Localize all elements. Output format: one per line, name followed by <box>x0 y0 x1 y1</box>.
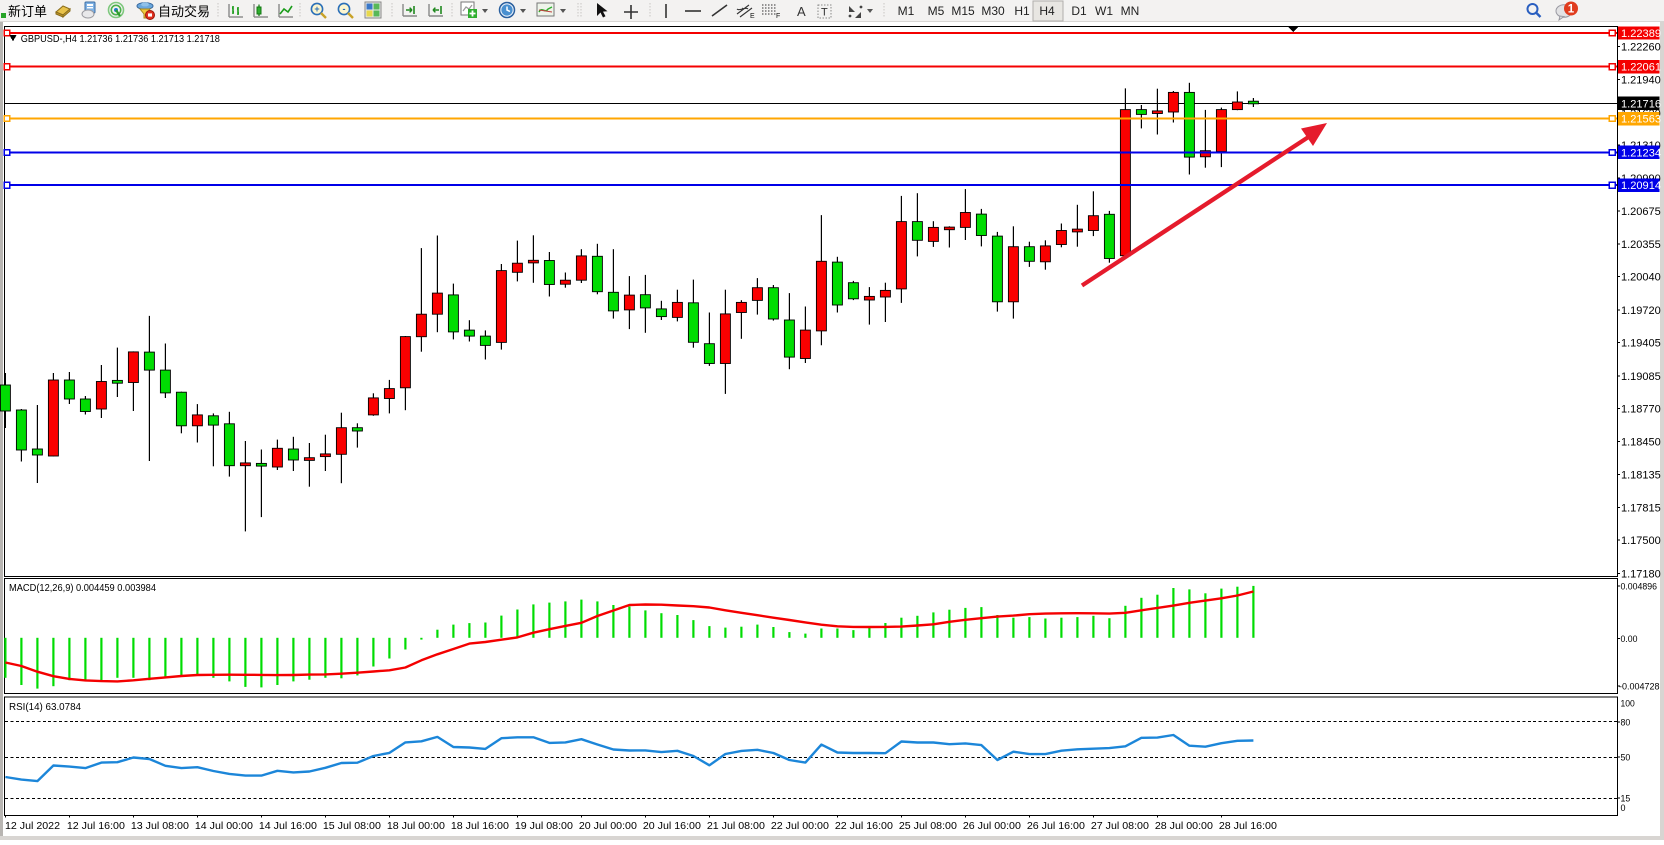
svg-text:21 Jul 08:00: 21 Jul 08:00 <box>707 821 765 832</box>
svg-text:H1: H1 <box>1014 4 1030 18</box>
svg-text:20 Jul 00:00: 20 Jul 00:00 <box>579 821 637 832</box>
svg-text:18 Jul 16:00: 18 Jul 16:00 <box>451 821 509 832</box>
svg-text:1.18450: 1.18450 <box>1621 437 1661 449</box>
svg-text:1.22389: 1.22389 <box>1621 28 1661 40</box>
svg-text:D1: D1 <box>1071 4 1087 18</box>
svg-text:W1: W1 <box>1095 4 1113 18</box>
svg-text:1.20914: 1.20914 <box>1621 180 1661 192</box>
svg-text:1.20675: 1.20675 <box>1621 206 1661 218</box>
svg-text:1.21563: 1.21563 <box>1621 114 1661 126</box>
svg-text:1: 1 <box>1568 4 1575 16</box>
svg-text:-0.004728: -0.004728 <box>1619 681 1660 691</box>
svg-text:0.00: 0.00 <box>1621 634 1638 644</box>
svg-text:M5: M5 <box>928 4 945 18</box>
svg-text:1.19085: 1.19085 <box>1621 371 1661 383</box>
svg-text:H4: H4 <box>1039 4 1055 18</box>
svg-text:新订单: 新订单 <box>8 4 47 19</box>
svg-text:28 Jul 00:00: 28 Jul 00:00 <box>1155 821 1213 832</box>
svg-text:1.17815: 1.17815 <box>1621 503 1661 515</box>
svg-text:26 Jul 16:00: 26 Jul 16:00 <box>1027 821 1085 832</box>
svg-text:T: T <box>821 7 828 19</box>
svg-text:20 Jul 16:00: 20 Jul 16:00 <box>643 821 701 832</box>
svg-text:E: E <box>750 13 755 20</box>
svg-text:0.004896: 0.004896 <box>1621 582 1658 592</box>
svg-text:0: 0 <box>1621 803 1626 813</box>
svg-text:1.18770: 1.18770 <box>1621 404 1661 416</box>
svg-text:自动交易: 自动交易 <box>158 4 210 19</box>
svg-text:F: F <box>776 13 780 20</box>
svg-text:1.20040: 1.20040 <box>1621 272 1661 284</box>
svg-text:28 Jul 16:00: 28 Jul 16:00 <box>1219 821 1277 832</box>
svg-text:19 Jul 08:00: 19 Jul 08:00 <box>515 821 573 832</box>
svg-text:1.17500: 1.17500 <box>1621 535 1661 547</box>
svg-text:15 Jul 08:00: 15 Jul 08:00 <box>323 821 381 832</box>
svg-text:1.20355: 1.20355 <box>1621 239 1661 251</box>
svg-text:1.19405: 1.19405 <box>1621 338 1661 350</box>
svg-text:15: 15 <box>1621 794 1631 804</box>
svg-text:1.22260: 1.22260 <box>1621 41 1661 53</box>
svg-text:1.19720: 1.19720 <box>1621 305 1661 317</box>
svg-text:1.17180: 1.17180 <box>1621 568 1661 580</box>
svg-text:MN: MN <box>1121 4 1140 18</box>
svg-text:14 Jul 16:00: 14 Jul 16:00 <box>259 821 317 832</box>
svg-text:1.21716: 1.21716 <box>1621 98 1661 110</box>
svg-text:+: + <box>314 4 319 14</box>
svg-text:-: - <box>343 4 346 14</box>
svg-text:100: 100 <box>1621 699 1635 709</box>
svg-text:80: 80 <box>1621 717 1631 727</box>
svg-text:25 Jul 08:00: 25 Jul 08:00 <box>899 821 957 832</box>
svg-text:M15: M15 <box>951 4 975 18</box>
svg-text:12 Jul 16:00: 12 Jul 16:00 <box>67 821 125 832</box>
svg-text:13 Jul 08:00: 13 Jul 08:00 <box>131 821 189 832</box>
svg-text:26 Jul 00:00: 26 Jul 00:00 <box>963 821 1021 832</box>
svg-text:MACD(12,26,9) 0.004459 0.00398: MACD(12,26,9) 0.004459 0.003984 <box>9 583 157 594</box>
svg-text:GBPUSD-,H4 1.21736 1.21736 1.: GBPUSD-,H4 1.21736 1.21736 1.21713 1.217… <box>21 33 220 45</box>
svg-text:14 Jul 00:00: 14 Jul 00:00 <box>195 821 253 832</box>
svg-text:M30: M30 <box>981 4 1005 18</box>
svg-text:22 Jul 16:00: 22 Jul 16:00 <box>835 821 893 832</box>
svg-text:M1: M1 <box>898 4 915 18</box>
svg-text:1.22061: 1.22061 <box>1621 62 1661 74</box>
svg-text:27 Jul 08:00: 27 Jul 08:00 <box>1091 821 1149 832</box>
svg-text:1.18135: 1.18135 <box>1621 469 1661 481</box>
svg-text:18 Jul 00:00: 18 Jul 00:00 <box>387 821 445 832</box>
svg-text:12 Jul 2022: 12 Jul 2022 <box>5 821 60 832</box>
svg-text:50: 50 <box>1621 753 1631 763</box>
svg-text:1.21940: 1.21940 <box>1621 75 1661 87</box>
svg-text:RSI(14) 63.0784: RSI(14) 63.0784 <box>9 702 82 713</box>
svg-text:1.21234: 1.21234 <box>1621 147 1661 159</box>
svg-text:A: A <box>797 4 806 19</box>
svg-text:22 Jul 00:00: 22 Jul 00:00 <box>771 821 829 832</box>
